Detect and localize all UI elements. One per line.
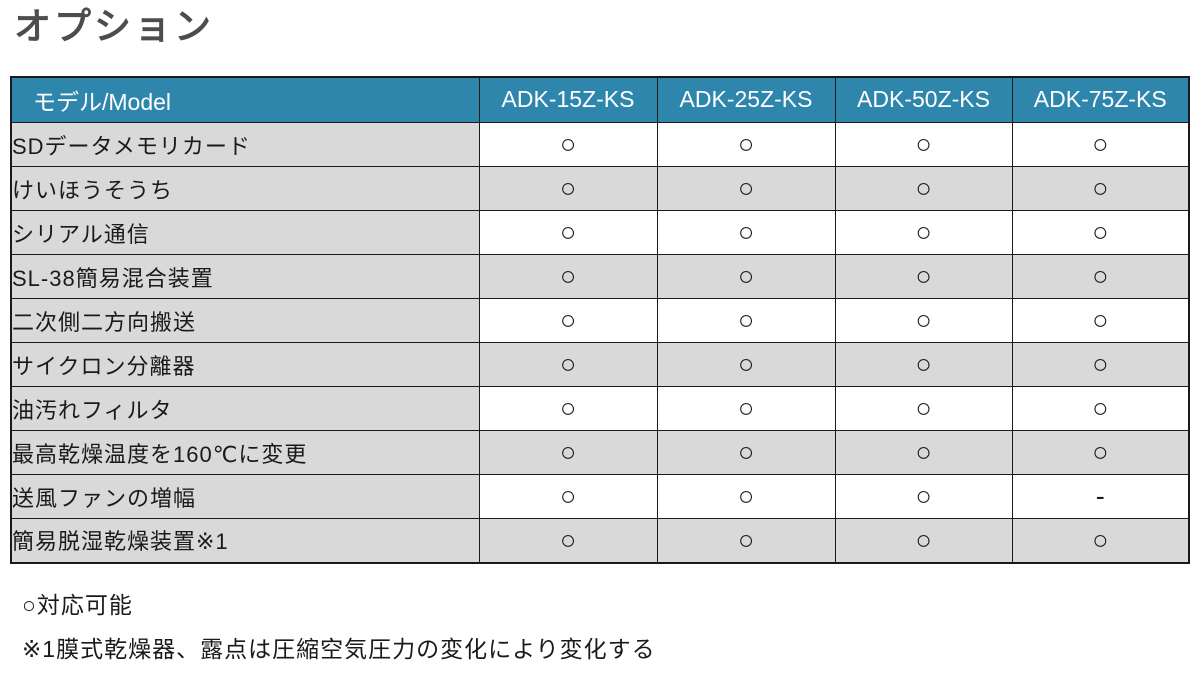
availability-mark: ○ <box>656 122 836 168</box>
option-label: シリアル通信 <box>10 210 480 256</box>
availability-mark: ○ <box>656 254 836 300</box>
availability-mark: ○ <box>834 518 1013 564</box>
availability-mark: ○ <box>1011 518 1190 564</box>
availability-mark: ○ <box>1011 430 1190 476</box>
page-title: オプション <box>14 6 214 47</box>
option-row: 油汚れフィルタ ○ ○ ○ ○ <box>10 386 1190 432</box>
option-label: SDデータメモリカード <box>10 122 480 168</box>
availability-mark: - <box>1011 474 1190 520</box>
option-row: 二次側二方向搬送 ○ ○ ○ ○ <box>10 298 1190 344</box>
availability-mark: ○ <box>1011 342 1190 388</box>
table-header-row: モデル/Model ADK-15Z-KS ADK-25Z-KS ADK-50Z-… <box>10 76 1190 124</box>
option-row: SL-38簡易混合装置 ○ ○ ○ ○ <box>10 254 1190 300</box>
availability-mark: ○ <box>478 518 658 564</box>
availability-mark: ○ <box>1011 122 1190 168</box>
availability-mark: ○ <box>834 254 1013 300</box>
availability-mark: ○ <box>478 430 658 476</box>
option-label: 簡易脱湿乾燥装置※1 <box>10 518 480 564</box>
column-header-adk-75z-ks: ADK-75Z-KS <box>1011 76 1190 124</box>
availability-mark: ○ <box>1011 386 1190 432</box>
availability-mark: ○ <box>478 254 658 300</box>
availability-mark: ○ <box>1011 298 1190 344</box>
availability-mark: ○ <box>656 386 836 432</box>
column-header-adk-50z-ks: ADK-50Z-KS <box>834 76 1013 124</box>
availability-mark: ○ <box>1011 210 1190 256</box>
availability-mark: ○ <box>834 430 1013 476</box>
option-row: けいほうそうち ○ ○ ○ ○ <box>10 166 1190 212</box>
availability-mark: ○ <box>478 474 658 520</box>
availability-mark: ○ <box>478 386 658 432</box>
availability-mark: ○ <box>656 166 836 212</box>
column-header-adk-15z-ks: ADK-15Z-KS <box>478 76 658 124</box>
option-row: 最高乾燥温度を160℃に変更 ○ ○ ○ ○ <box>10 430 1190 476</box>
option-row: 簡易脱湿乾燥装置※1 ○ ○ ○ ○ <box>10 518 1190 564</box>
option-label: サイクロン分離器 <box>10 342 480 388</box>
option-label: SL-38簡易混合装置 <box>10 254 480 300</box>
option-label: けいほうそうち <box>10 166 480 212</box>
column-header-model: モデル/Model <box>10 76 480 124</box>
availability-mark: ○ <box>1011 254 1190 300</box>
availability-mark: ○ <box>656 430 836 476</box>
option-row: サイクロン分離器 ○ ○ ○ ○ <box>10 342 1190 388</box>
availability-mark: ○ <box>656 342 836 388</box>
availability-mark: ○ <box>656 210 836 256</box>
availability-mark: ○ <box>656 518 836 564</box>
option-label: 油汚れフィルタ <box>10 386 480 432</box>
availability-mark: ○ <box>478 298 658 344</box>
availability-mark: ○ <box>478 166 658 212</box>
availability-mark: ○ <box>834 166 1013 212</box>
availability-mark: ○ <box>834 474 1013 520</box>
availability-mark: ○ <box>478 210 658 256</box>
options-page: オプション モデル/Model ADK-15Z-KS ADK-25Z-KS AD… <box>0 6 1198 681</box>
option-label: 二次側二方向搬送 <box>10 298 480 344</box>
footnote-note1: ※1膜式乾燥器、露点は圧縮空気圧力の変化により変化する <box>22 636 656 663</box>
option-row: シリアル通信 ○ ○ ○ ○ <box>10 210 1190 256</box>
availability-mark: ○ <box>656 474 836 520</box>
availability-mark: ○ <box>478 342 658 388</box>
option-row: 送風ファンの増幅 ○ ○ ○ - <box>10 474 1190 520</box>
options-table: モデル/Model ADK-15Z-KS ADK-25Z-KS ADK-50Z-… <box>10 75 1190 564</box>
availability-mark: ○ <box>834 386 1013 432</box>
availability-mark: ○ <box>834 210 1013 256</box>
availability-mark: ○ <box>834 342 1013 388</box>
availability-mark: ○ <box>1011 166 1190 212</box>
option-row: SDデータメモリカード ○ ○ ○ ○ <box>10 122 1190 168</box>
option-label: 最高乾燥温度を160℃に変更 <box>10 430 480 476</box>
column-header-adk-25z-ks: ADK-25Z-KS <box>656 76 836 124</box>
footnotes: ○対応可能 ※1膜式乾燥器、露点は圧縮空気圧力の変化により変化する <box>22 591 1198 666</box>
option-label: 送風ファンの増幅 <box>10 474 480 520</box>
legend-available: ○対応可能 <box>22 591 133 618</box>
availability-mark: ○ <box>478 122 658 168</box>
availability-mark: ○ <box>656 298 836 344</box>
availability-mark: ○ <box>834 298 1013 344</box>
availability-mark: ○ <box>834 122 1013 168</box>
